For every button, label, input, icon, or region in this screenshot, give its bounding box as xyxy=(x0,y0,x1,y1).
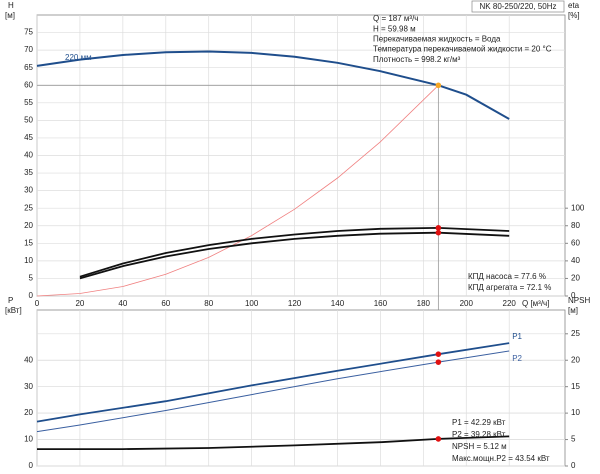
y2-tick-label: 10 xyxy=(571,408,580,417)
y-tick-label: 40 xyxy=(24,355,33,364)
annotation: КПД насоса = 77.6 % xyxy=(468,272,546,281)
x-tick-label: 160 xyxy=(374,299,388,308)
point-marker xyxy=(435,351,442,357)
y-tick-label: 50 xyxy=(24,115,33,124)
x-tick-label: 140 xyxy=(331,299,345,308)
annotation: КПД агрегата = 72.1 % xyxy=(468,283,551,292)
y2-tick-label: 25 xyxy=(571,329,580,338)
y-axis-label: P xyxy=(8,296,13,305)
y-tick-label: 5 xyxy=(29,274,34,283)
y2-tick-label: 80 xyxy=(571,221,580,230)
y-tick-label: 45 xyxy=(24,133,33,142)
series-label: P1 xyxy=(512,332,522,341)
x-tick-label: 100 xyxy=(245,299,259,308)
y-tick-label: 20 xyxy=(24,221,33,230)
x-tick-label: 80 xyxy=(204,299,213,308)
y-axis-unit: [м] xyxy=(5,11,15,20)
y2-tick-label: 60 xyxy=(571,238,580,247)
y-tick-label: 60 xyxy=(24,80,33,89)
point-marker xyxy=(435,436,442,442)
y2-axis-label: NPSH xyxy=(568,296,590,305)
x-tick-label: 200 xyxy=(460,299,474,308)
y2-tick-label: 40 xyxy=(571,256,580,265)
y-tick-label: 15 xyxy=(24,238,33,247)
y-tick-label: 10 xyxy=(24,435,33,444)
x-tick-label: 0 xyxy=(35,299,40,308)
y-axis-unit: [кВт] xyxy=(5,306,22,315)
y-tick-label: 55 xyxy=(24,98,33,107)
y-tick-label: 70 xyxy=(24,45,33,54)
x-axis-label: Q [м³/ч] xyxy=(522,299,549,308)
point-marker xyxy=(435,82,442,89)
annotation: P2 = 39.28 кВт xyxy=(452,430,506,439)
y-tick-label: 20 xyxy=(24,408,33,417)
annotation: Q = 187 м³/ч xyxy=(373,14,418,23)
y2-tick-label: 5 xyxy=(571,435,576,444)
annotation: NPSH = 5.12 м xyxy=(452,442,507,451)
series-label: 220 мм xyxy=(65,53,92,62)
y2-tick-label: 20 xyxy=(571,355,580,364)
annotation: Температура перекачиваемой жидкости = 20… xyxy=(373,45,552,54)
x-tick-label: 220 xyxy=(503,299,517,308)
x-tick-label: 180 xyxy=(417,299,431,308)
x-tick-label: 20 xyxy=(75,299,84,308)
annotation: P1 = 42.29 кВт xyxy=(452,418,506,427)
y2-axis-unit: [%] xyxy=(568,11,580,20)
y2-axis-label: eta xyxy=(568,1,580,10)
series-line xyxy=(79,226,510,278)
y2-tick-label: 15 xyxy=(571,382,580,391)
point-marker xyxy=(435,359,442,365)
series-line xyxy=(79,231,510,280)
title-box xyxy=(471,0,565,13)
y-tick-label: 30 xyxy=(24,382,33,391)
x-tick-label: 120 xyxy=(288,299,302,308)
y2-axis-unit: [м] xyxy=(568,306,578,315)
y-axis-label: H xyxy=(8,1,14,10)
y2-tick-label: 20 xyxy=(571,274,580,283)
y-tick-label: 75 xyxy=(24,28,33,37)
y-tick-label: 25 xyxy=(24,203,33,212)
series-line xyxy=(36,50,510,120)
point-marker xyxy=(435,229,442,236)
annotation: Плотность = 998.2 кг/м³ xyxy=(373,55,461,64)
y-tick-label: 40 xyxy=(24,151,33,160)
y-tick-label: 30 xyxy=(24,186,33,195)
point-marker xyxy=(435,225,442,231)
y-tick-label: 0 xyxy=(29,291,34,300)
y2-tick-label: 0 xyxy=(571,461,576,470)
x-tick-label: 40 xyxy=(118,299,127,308)
chart-title: NK 80-250/220, 50Hz xyxy=(480,2,557,11)
y2-tick-label: 0 xyxy=(571,291,576,300)
y-tick-label: 10 xyxy=(24,256,33,265)
annotation: H = 59.98 м xyxy=(373,24,416,33)
y2-tick-label: 100 xyxy=(571,203,585,212)
y-tick-label: 65 xyxy=(24,63,33,72)
series-label: P2 xyxy=(512,354,522,363)
x-tick-label: 60 xyxy=(161,299,170,308)
y-tick-label: 0 xyxy=(29,461,34,470)
annotation: Перекачиваемая жидкость = Вода xyxy=(373,35,501,44)
annotation: Макс.мощн.P2 = 43.54 кВт xyxy=(452,454,550,463)
y-tick-label: 35 xyxy=(24,168,33,177)
